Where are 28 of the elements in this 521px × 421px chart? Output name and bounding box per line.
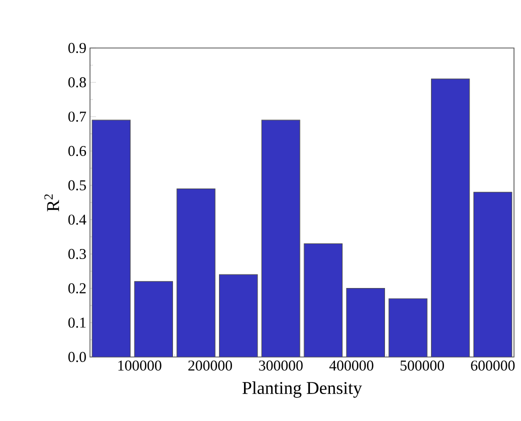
bar xyxy=(219,274,258,357)
y-tick-label: 0.2 xyxy=(68,283,86,294)
x-tick-label: 500000 xyxy=(400,360,444,371)
y-tick-label: 0.7 xyxy=(68,112,86,122)
x-tick-label: 400000 xyxy=(329,360,374,371)
y-axis-title: R$^{2}$ xyxy=(44,194,59,212)
y-tick-label: 0.6 xyxy=(68,146,86,156)
x-tick-label: 200000 xyxy=(188,360,232,371)
y-tick-label: 0.1 xyxy=(68,318,86,328)
bar xyxy=(262,120,300,357)
bar xyxy=(92,120,130,357)
y-tick-label: 0.9 xyxy=(68,42,86,54)
x-tick-label: 300000 xyxy=(259,360,303,371)
y-tick-label: 0.4 xyxy=(68,214,86,225)
x-tick-label: 600000 xyxy=(471,360,515,371)
bar xyxy=(346,288,385,357)
y-tick-label: 0.3 xyxy=(68,248,86,260)
y-tick-label: 0.8 xyxy=(68,77,86,88)
bar xyxy=(388,298,428,357)
x-tick-label: 100000 xyxy=(118,360,162,371)
y-tick-label: 0.5 xyxy=(68,180,86,190)
bar xyxy=(304,244,342,357)
x-axis-title: Planting Density xyxy=(242,381,362,398)
bar xyxy=(431,78,470,357)
bar xyxy=(473,192,512,357)
bar xyxy=(134,281,173,357)
y-tick-label: 0.0 xyxy=(68,352,86,362)
bar xyxy=(176,188,216,357)
